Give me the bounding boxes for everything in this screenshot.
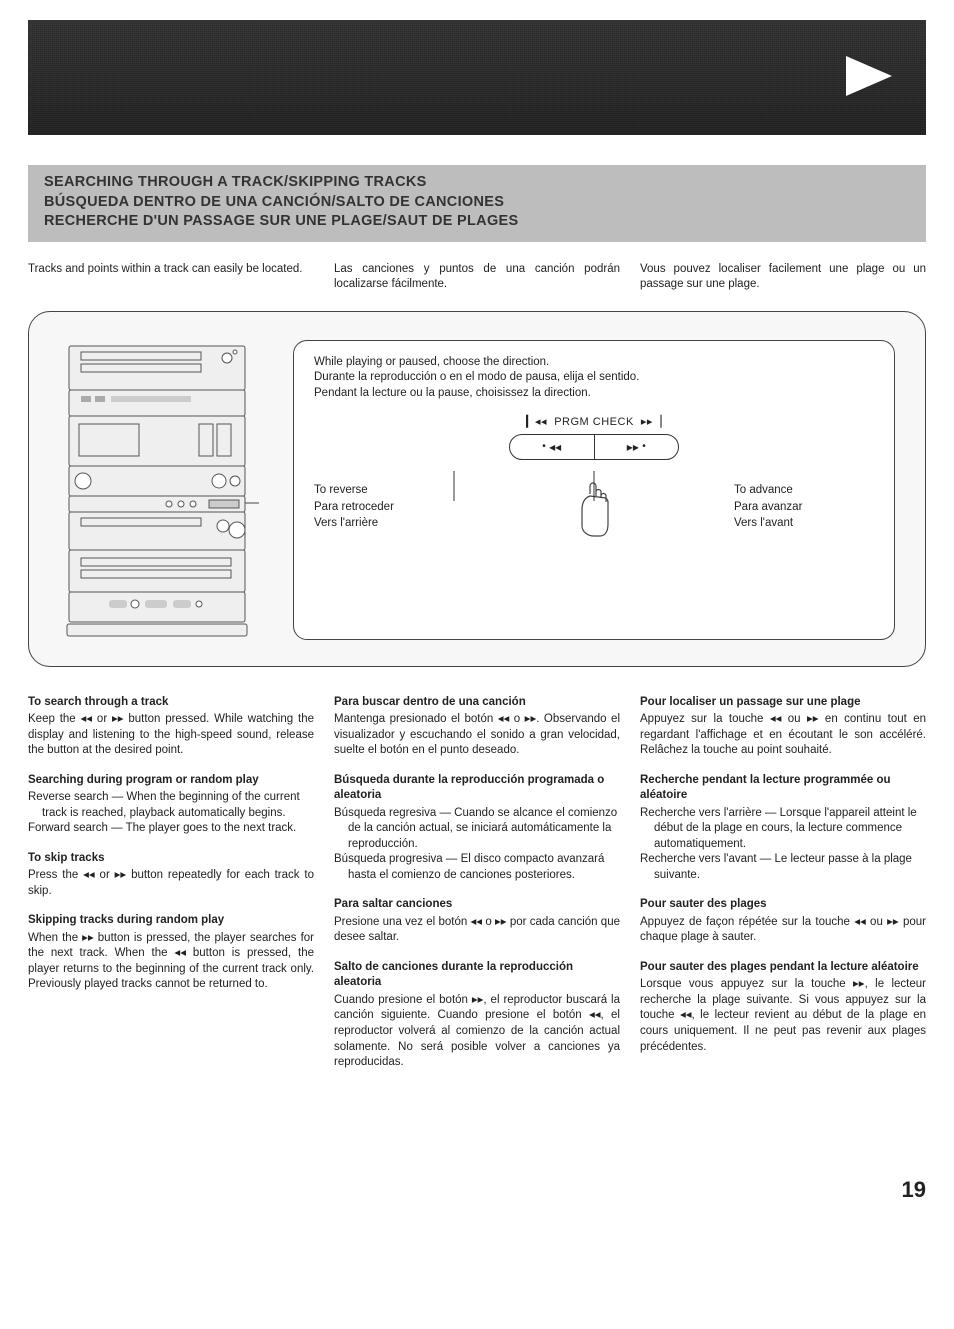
advance-block: To advance Para avanzar Vers l'avant <box>734 482 874 532</box>
page-number: 19 <box>28 1175 926 1205</box>
skip-fwd-icon: ▸▸▕ <box>641 416 662 428</box>
direction-labels: To reverse Para retroceder Vers l'arrièr… <box>314 482 874 542</box>
callout-fr: Pendant la lecture ou la pause, choisiss… <box>314 386 874 402</box>
heading-fr: RECHERCHE D'UN PASSAGE SUR UNE PLAGE/SAU… <box>44 212 910 232</box>
fwd-icon: ▸▸ <box>627 439 639 455</box>
callout-text: While playing or paused, choose the dire… <box>314 355 874 402</box>
direction-buttons: • ◂◂ ▸▸ • <box>509 434 679 460</box>
body-columns: To search through a track Keep the ◂◂ or… <box>28 695 926 1085</box>
prgm-check-label: ▎◂◂ PRGM CHECK ▸▸▕ <box>314 415 874 430</box>
callout-es: Durante la reproducción o en el modo de … <box>314 370 874 386</box>
hand-icon <box>569 482 619 542</box>
heading-en: SEARCHING THROUGH A TRACK/SKIPPING TRACK… <box>44 173 910 193</box>
col-es: Para buscar dentro de una canción Manten… <box>334 695 620 1085</box>
callout-en: While playing or paused, choose the dire… <box>314 355 874 371</box>
col-en: To search through a track Keep the ◂◂ or… <box>28 695 314 1085</box>
direction-callout: While playing or paused, choose the dire… <box>293 340 895 640</box>
section-heading: SEARCHING THROUGH A TRACK/SKIPPING TRACK… <box>28 165 926 242</box>
top-banner <box>28 20 926 135</box>
reverse-block: To reverse Para retroceder Vers l'arrièr… <box>314 482 454 532</box>
skip-back-icon: ▎◂◂ <box>526 416 547 428</box>
diagram-box: While playing or paused, choose the dire… <box>28 311 926 667</box>
col-fr: Pour localiser un passage sur une plage … <box>640 695 926 1085</box>
rew-button[interactable]: • ◂◂ <box>510 435 595 459</box>
fwd-button[interactable]: ▸▸ • <box>595 435 679 459</box>
intro-fr: Vous pouvez localiser facilement une pla… <box>640 262 926 293</box>
intro-row: Tracks and points within a track can eas… <box>28 262 926 293</box>
intro-en: Tracks and points within a track can eas… <box>28 262 314 293</box>
intro-es: Las canciones y puntos de una canción po… <box>334 262 620 293</box>
stereo-illustration <box>59 340 259 640</box>
heading-es: BÚSQUEDA DENTRO DE UNA CANCIÓN/SALTO DE … <box>44 193 910 213</box>
rew-icon: ◂◂ <box>549 439 561 455</box>
play-icon <box>842 52 896 100</box>
